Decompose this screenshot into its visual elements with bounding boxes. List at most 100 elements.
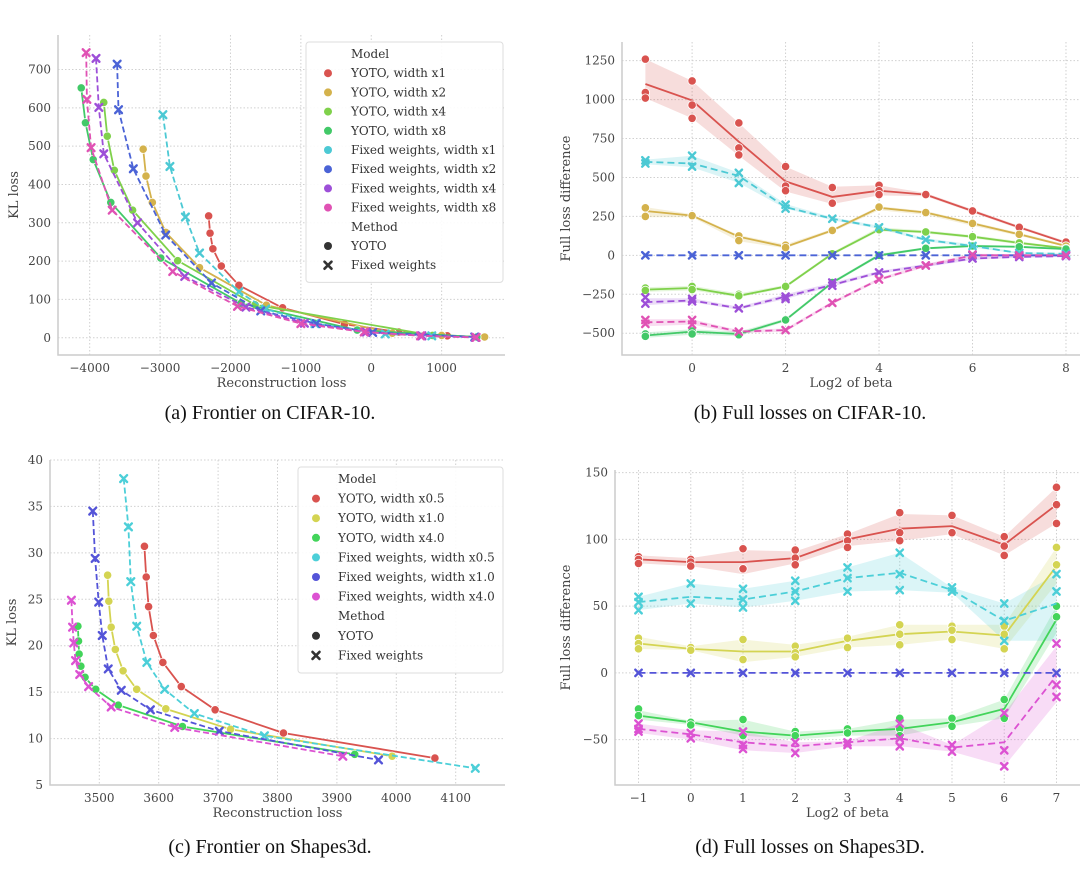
y-tick-label: 250 [592,209,615,223]
data-point [734,250,744,260]
x-marker-stroke [738,603,748,612]
data-point [734,178,744,188]
x-marker-stroke [113,105,124,115]
data-point [686,579,696,588]
x-marker-stroke [75,669,85,680]
y-tick-label: 1250 [584,54,615,68]
legend-entry: Fixed weights [351,258,436,272]
data-point [790,668,800,678]
data-point [895,741,905,751]
data-point [216,261,226,271]
data-point [999,761,1009,771]
y-tick-label: 20 [28,639,43,653]
data-point [189,708,199,719]
data-point [781,325,790,335]
x-marker-stroke [170,722,180,733]
data-point [278,728,289,738]
data-point [640,159,650,168]
x-marker-stroke [734,178,744,188]
data-point [734,150,744,160]
x-tick-label: 3800 [262,791,293,805]
x-marker-stroke [94,102,104,113]
data-point [947,747,957,757]
data-point [874,268,884,277]
x-marker-stroke [359,327,369,337]
data-point [738,564,748,574]
series-line [645,245,1067,337]
x-marker-stroke [687,296,697,306]
series-line [645,161,1067,255]
x-marker-stroke [67,622,78,632]
data-point [206,278,217,288]
data-point [999,636,1009,646]
x-tick-label: 3900 [322,791,353,805]
data-point [790,576,800,586]
y-tick-label: −250 [582,287,615,301]
y-tick-label: 750 [592,132,615,146]
data-point [968,241,977,251]
data-point [91,53,101,63]
x-marker-stroke [734,303,744,313]
x-marker-stroke [90,553,100,564]
legend-swatch [312,592,320,601]
data-point [790,560,800,570]
data-point [687,296,697,306]
data-point [999,541,1009,551]
data-point [734,235,744,246]
x-marker-stroke [738,584,748,594]
data-point [790,596,800,606]
data-point [874,250,884,260]
data-point [947,740,957,750]
x-marker-stroke [874,222,884,232]
data-point [81,48,91,58]
data-point [1052,680,1061,690]
x-marker-stroke [123,522,134,532]
x-marker-stroke [999,761,1009,771]
data-point [88,506,98,516]
data-point [76,83,86,93]
data-point [145,705,155,715]
y-axis-label: Full loss difference [559,564,574,690]
data-point [827,198,837,208]
data-point [734,168,744,178]
x-marker-stroke [947,587,957,596]
data-point [921,227,931,237]
x-marker-stroke [999,745,1009,755]
data-point [895,733,905,743]
data-point [479,332,490,342]
x-marker-stroke [189,708,199,719]
data-point [241,302,251,312]
data-point [843,587,852,596]
data-point [1051,482,1062,492]
x-tick-label: 7 [1053,791,1061,805]
x-marker-stroke [103,664,113,674]
data-point [921,190,931,200]
data-point [947,668,957,678]
x-marker-stroke [999,599,1009,608]
legend-swatch [324,107,332,116]
data-point [94,102,104,113]
y-tick-label: 600 [28,101,51,115]
data-point [738,595,748,604]
y-tick-label: 100 [28,292,51,306]
x-marker-stroke [790,596,800,606]
x-marker-stroke [1052,587,1061,596]
series-yoto-width-x0-5 [139,541,440,763]
legend-entry: YOTO, width x0.5 [337,492,445,506]
x-marker-stroke [373,755,384,765]
x-tick-label: 0 [367,361,375,375]
data-point [780,186,791,196]
tick-labels: 0 2 4 6 8 −500 −250 0 250 500 750 1000 1250 [582,54,1070,375]
legend-entry: Fixed weights, width x8 [351,201,496,215]
x-marker-stroke [687,151,697,161]
data-point [208,244,218,254]
data-point [214,726,224,736]
x-marker-stroke [180,212,191,222]
chart-full-losses-cifar10: 0 2 4 6 8 −500 −250 0 250 500 750 1000 1250 Log2 of b… [559,42,1080,391]
x-marker-stroke [97,630,107,641]
x-tick-label: 3700 [203,791,234,805]
y-tick-label: 25 [28,592,43,606]
data-point [640,292,650,302]
data-point [634,668,643,678]
x-marker-stroke [734,168,744,178]
